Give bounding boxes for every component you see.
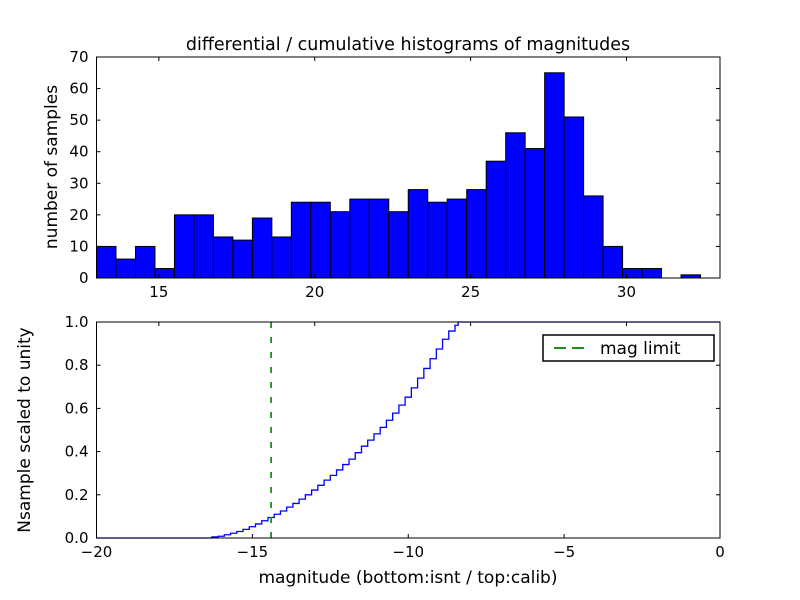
histogram-bar <box>134 245 156 279</box>
x-tick-label: 25 <box>461 283 480 301</box>
y-tick-label: 10 <box>69 237 88 255</box>
axes-spines <box>96 56 721 279</box>
x-tick-label: −10 <box>392 543 424 561</box>
histogram-bar <box>641 268 663 279</box>
histogram-bar <box>602 245 624 279</box>
x-tick-label: 20 <box>305 283 324 301</box>
x-tick-label: −20 <box>81 543 113 561</box>
histogram-bar <box>232 239 253 279</box>
histogram-bar <box>290 201 312 279</box>
histogram-bar <box>193 214 214 279</box>
histogram-bar <box>505 132 526 279</box>
x-tick-label: 15 <box>149 283 168 301</box>
y-tick-label: 0.4 <box>65 443 89 461</box>
histogram-bar <box>154 268 175 279</box>
figure-title: differential / cumulative histograms of … <box>186 35 630 55</box>
y-tick-label: 50 <box>69 111 88 129</box>
y-tick-label: 0.6 <box>65 399 89 417</box>
histogram-bar <box>622 268 643 279</box>
histogram-bar <box>251 217 273 279</box>
histogram-bar <box>310 201 331 279</box>
x-tick-label: −15 <box>237 543 269 561</box>
legend: mag limit <box>542 334 715 362</box>
bottom-y-axis-label: Nsample scaled to unity <box>15 327 35 532</box>
top-histogram-plot: 15 20 25 30 0 10 20 30 40 50 60 70 <box>69 48 721 301</box>
histogram-bar <box>563 116 585 279</box>
histogram-bar <box>388 211 409 279</box>
y-tick-label: 60 <box>69 80 88 98</box>
y-tick-label: 30 <box>69 174 88 192</box>
histogram-bar <box>349 198 370 279</box>
y-tick-label: 40 <box>69 143 88 161</box>
bottom-cumulative-plot: −20 −15 −10 −5 0 0.0 0.2 0.4 0.6 0.8 1.0 <box>65 313 725 561</box>
y-tick-label: 0.0 <box>65 529 89 547</box>
histogram-bar <box>329 211 351 279</box>
x-tick-label: 0 <box>715 543 725 561</box>
histogram-bar <box>368 198 390 279</box>
histogram-bar <box>212 236 234 279</box>
histogram-bar <box>544 72 565 279</box>
histogram-bar <box>173 214 195 279</box>
legend-label: mag limit <box>600 339 681 359</box>
histogram-bar <box>407 189 429 279</box>
cumulative-step-curve <box>96 321 720 539</box>
x-tick-label: 30 <box>617 283 636 301</box>
x-axis-label: magnitude (bottom:isnt / top:calib) <box>259 568 558 588</box>
y-tick-label: 0 <box>79 269 89 287</box>
y-tick-label: 0.8 <box>65 356 89 374</box>
histogram-bar <box>446 198 468 279</box>
histogram-bar <box>466 189 487 279</box>
histogram-bar <box>524 148 546 279</box>
histogram-bar <box>427 201 448 279</box>
y-tick-label: 0.2 <box>65 486 89 504</box>
y-tick-label: 70 <box>69 48 88 66</box>
histogram-bar <box>583 195 604 279</box>
y-tick-label: 1.0 <box>65 313 89 331</box>
histogram-bar <box>485 160 507 279</box>
x-tick-label: −5 <box>553 543 575 561</box>
histogram-bar <box>115 258 136 279</box>
histogram-bar <box>96 245 117 279</box>
legend-box <box>542 334 715 362</box>
y-tick-label: 20 <box>69 206 88 224</box>
top-y-axis-label: number of samples <box>42 85 62 249</box>
histogram-bar <box>271 236 292 279</box>
